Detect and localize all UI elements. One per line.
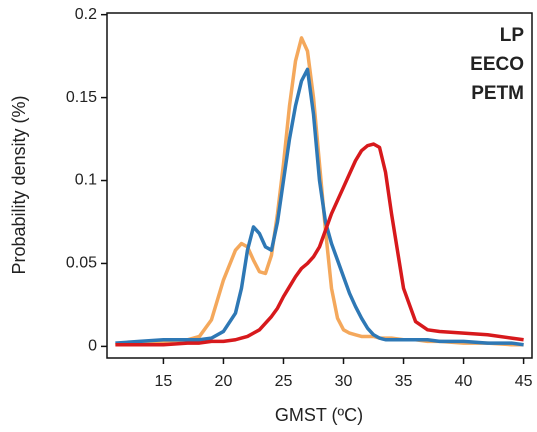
plot-frame	[106, 12, 533, 359]
legend-label: LP	[500, 25, 525, 46]
x-tick-label: 30	[335, 373, 353, 390]
y-tick-label: 0.05	[66, 255, 97, 272]
series-line	[115, 142, 524, 347]
x-tick-label: 20	[215, 373, 233, 390]
series-line	[115, 67, 524, 347]
x-tick-label: 45	[515, 373, 533, 390]
x-tick-label: 35	[395, 373, 413, 390]
y-tick-label: 0	[88, 338, 97, 355]
x-tick-label: 15	[155, 373, 173, 390]
legend-label: EECO	[470, 54, 524, 75]
x-tick-label: 25	[275, 373, 293, 390]
legend-label: PETM	[471, 83, 524, 104]
y-tick-label: 0.1	[75, 172, 97, 189]
x-tick-label: 40	[455, 373, 473, 390]
y-tick-label: 0.15	[66, 89, 97, 106]
y-tick-label: 0.2	[75, 6, 97, 23]
y-axis-label: Probability density (%)	[9, 95, 29, 274]
x-axis-label: GMST (ºC)	[275, 405, 363, 425]
